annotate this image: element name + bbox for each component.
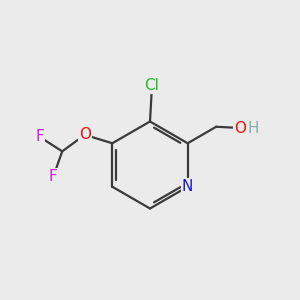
Text: Cl: Cl [144,78,159,93]
Text: F: F [49,169,58,184]
Text: O: O [79,127,91,142]
Text: N: N [182,179,194,194]
Text: H: H [247,121,259,136]
Text: F: F [35,130,44,145]
Text: O: O [234,121,246,136]
